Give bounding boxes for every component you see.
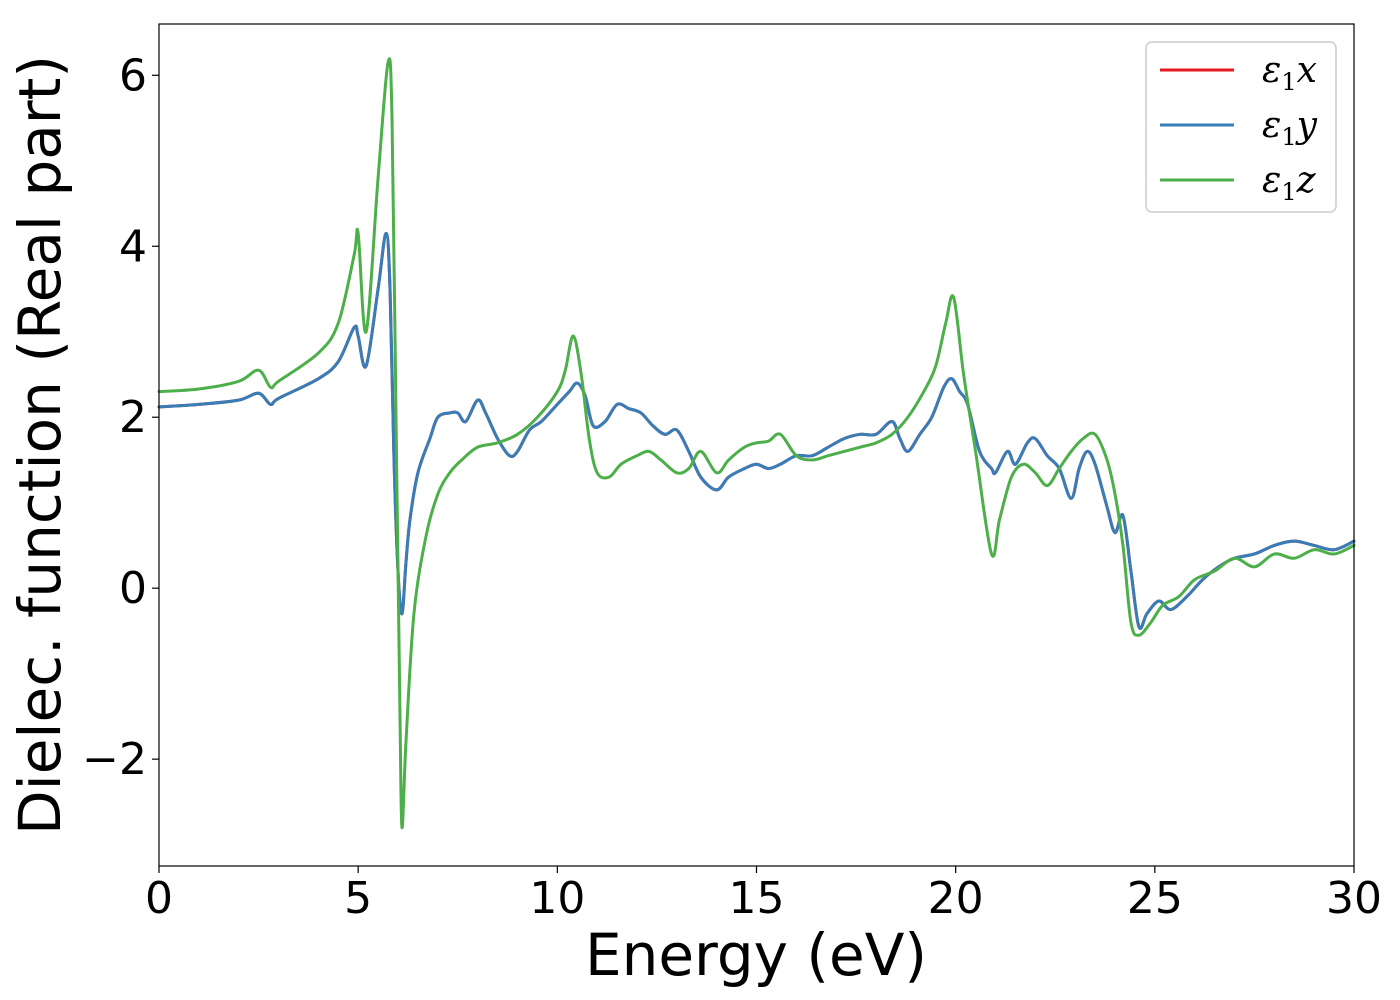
x-tick-label: 0	[145, 873, 173, 924]
series-line-y	[157, 231, 1356, 630]
y-tick-label: −2	[82, 734, 147, 785]
x-axis-label: Energy (eV)	[585, 921, 927, 989]
y-tick-label: 6	[119, 50, 147, 101]
series-lines	[157, 57, 1356, 830]
x-tick-label: 15	[729, 873, 785, 924]
x-tick-label: 20	[928, 873, 984, 924]
y-axis-ticks: −2 0 2 4 6	[82, 50, 159, 785]
legend-label-y: ε1y	[1262, 105, 1318, 151]
y-axis-label: Dielec. function (Real part)	[6, 55, 74, 835]
legend-box	[1145, 41, 1337, 213]
y-tick-label: 4	[119, 221, 147, 272]
x-tick-label: 5	[344, 873, 372, 924]
x-tick-label: 10	[529, 873, 585, 924]
y-tick-label: 2	[119, 392, 147, 443]
legend-entries: ε1x ε1y ε1z	[1160, 50, 1318, 206]
series-line-z	[157, 57, 1356, 830]
y-tick-label: 0	[119, 563, 147, 614]
x-tick-label: 25	[1127, 873, 1183, 924]
legend-label-z: ε1z	[1262, 160, 1317, 206]
x-tick-label: 30	[1326, 873, 1382, 924]
legend-label-x: ε1x	[1262, 50, 1317, 96]
series-line-x	[157, 231, 1356, 630]
x-axis-ticks: 0 5 10 15 20 25 30	[145, 866, 1382, 924]
legend: ε1x ε1y ε1z	[1145, 41, 1337, 213]
